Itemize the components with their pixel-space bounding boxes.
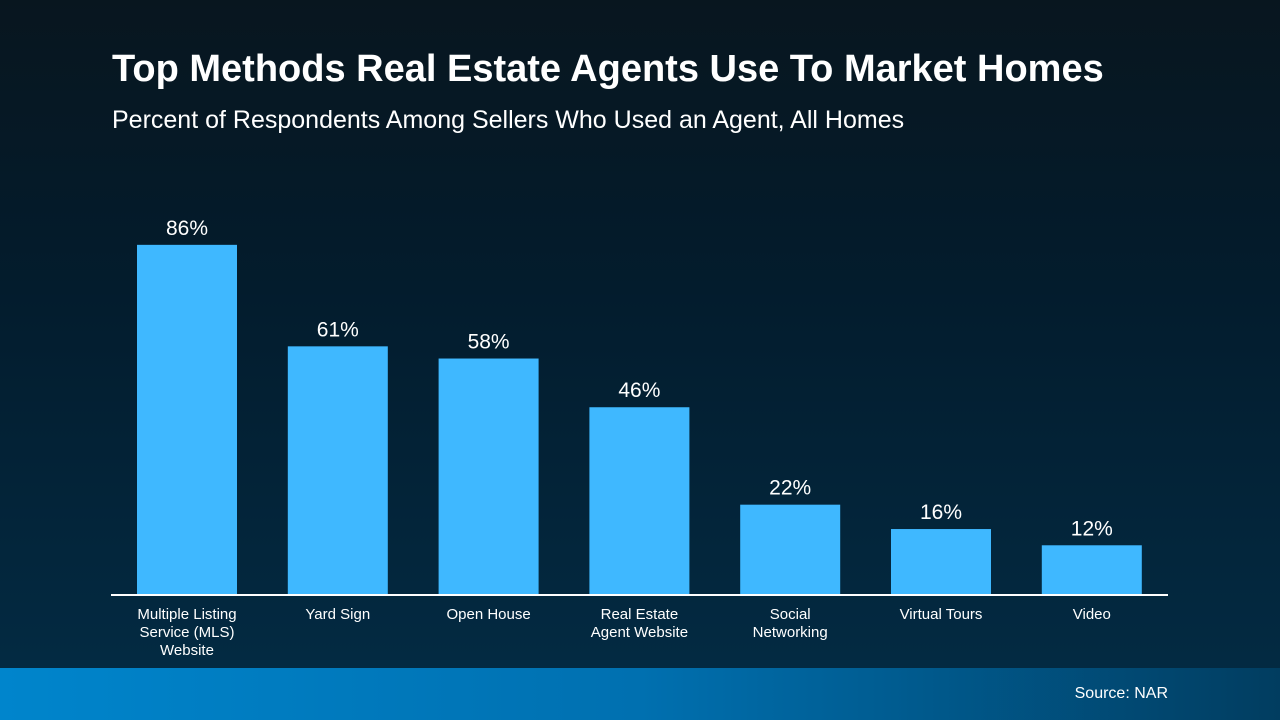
bar [1041,545,1142,594]
data-label: 22% [769,477,811,500]
category-label: Video [1073,606,1111,623]
category-label: Social [770,606,811,623]
bar [287,346,388,594]
chart-subtitle: Percent of Respondents Among Sellers Who… [112,106,905,134]
data-label: 46% [618,379,660,402]
data-label: 58% [468,331,510,354]
category-label: Real Estate [601,606,679,623]
category-label: Multiple Listing [137,606,236,623]
bar [891,529,991,594]
data-label: 61% [317,318,359,341]
bar [137,244,237,594]
category-label: Yard Sign [305,606,370,623]
footer-band: Source: NAR [0,668,1280,720]
data-label: 12% [1071,517,1113,540]
source-note: Source: NAR [1074,685,1168,702]
category-label: Service (MLS) [139,624,234,641]
data-label: 86% [166,217,208,240]
data-label: 16% [920,501,962,524]
category-label: Virtual Tours [900,606,983,623]
category-label: Networking [753,624,828,641]
category-label: Agent Website [591,624,688,641]
category-label: Website [160,642,214,659]
category-label: Open House [446,606,530,623]
bar [740,504,841,594]
bar [438,358,539,594]
bar [589,407,690,594]
chart-title: Top Methods Real Estate Agents Use To Ma… [112,48,1104,90]
